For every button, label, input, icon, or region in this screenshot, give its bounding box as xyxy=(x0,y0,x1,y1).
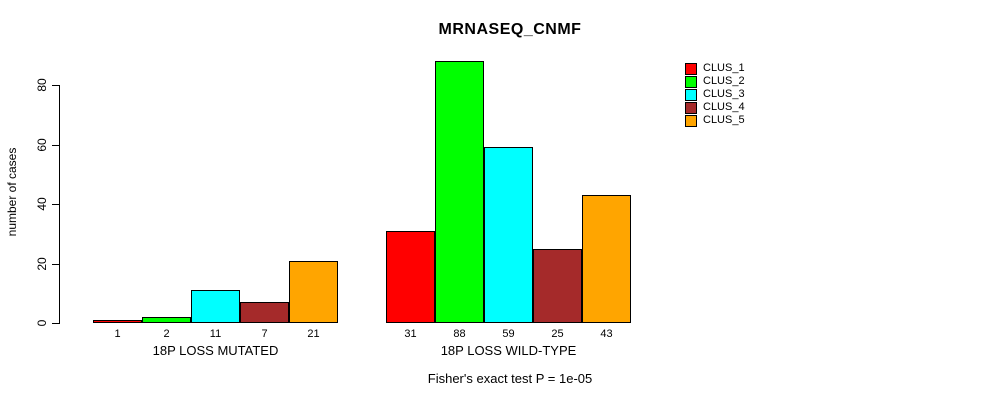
legend-swatch-icon xyxy=(685,62,697,75)
bar-value-label: 11 xyxy=(209,328,222,340)
bar-clus_3-group1 xyxy=(191,290,240,323)
legend-entry-clus_1: CLUS_1 xyxy=(685,62,745,75)
legend-entry-clus_3: CLUS_3 xyxy=(685,88,745,101)
y-tick-label: 40 xyxy=(35,197,49,211)
legend-swatch-icon xyxy=(685,101,697,114)
y-axis-line xyxy=(59,85,60,324)
bar-clus_1-group1 xyxy=(93,320,142,323)
bar-clus_5-group2 xyxy=(582,195,631,323)
legend-label: CLUS_2 xyxy=(703,75,745,87)
y-tick-mark xyxy=(52,85,59,86)
legend-label: CLUS_3 xyxy=(703,88,745,100)
bar-value-label: 43 xyxy=(600,328,613,340)
y-tick-mark xyxy=(52,204,59,205)
y-tick-label: 60 xyxy=(35,138,49,152)
bar-value-label: 88 xyxy=(453,328,466,340)
bar-value-label: 21 xyxy=(307,328,320,340)
bar-clus_2-group2 xyxy=(435,61,484,323)
bar-value-label: 2 xyxy=(163,328,170,340)
legend-entry-clus_5: CLUS_5 xyxy=(685,114,745,127)
bar-clus_5-group1 xyxy=(289,261,338,323)
y-tick-label: 0 xyxy=(35,319,49,327)
group-label-wild-type: 18P LOSS WILD-TYPE xyxy=(440,343,577,358)
legend: CLUS_1 CLUS_2 CLUS_3 CLUS_4 CLUS_5 xyxy=(685,62,745,127)
bar-value-label: 7 xyxy=(261,328,268,340)
y-tick-mark xyxy=(52,323,59,324)
bar-clus_2-group1 xyxy=(142,317,191,323)
stat-test-caption: Fisher's exact test P = 1e-05 xyxy=(427,371,593,386)
legend-label: CLUS_4 xyxy=(703,101,745,113)
y-tick-mark xyxy=(52,264,59,265)
bar-value-label: 1 xyxy=(114,328,121,340)
bar-clus_1-group2 xyxy=(386,231,435,323)
bar-clus_3-group2 xyxy=(484,147,533,323)
y-tick-mark xyxy=(52,145,59,146)
y-axis-label: number of cases xyxy=(5,147,19,237)
legend-entry-clus_4: CLUS_4 xyxy=(685,101,745,114)
chart-title: MRNASEQ_CNMF xyxy=(438,21,582,38)
bar-value-label: 25 xyxy=(551,328,564,340)
bar-clus_4-group2 xyxy=(533,249,582,323)
legend-swatch-icon xyxy=(685,75,697,88)
legend-swatch-icon xyxy=(685,88,697,101)
y-tick-label: 20 xyxy=(35,257,49,271)
bar-value-label: 31 xyxy=(404,328,417,340)
legend-label: CLUS_5 xyxy=(703,114,745,126)
y-tick-label: 80 xyxy=(35,78,49,92)
bar-value-label: 59 xyxy=(502,328,515,340)
group-label-mutated: 18P LOSS MUTATED xyxy=(152,343,279,358)
legend-swatch-icon xyxy=(685,114,697,127)
bar-clus_4-group1 xyxy=(240,302,289,323)
legend-label: CLUS_1 xyxy=(703,62,745,74)
legend-entry-clus_2: CLUS_2 xyxy=(685,75,745,88)
